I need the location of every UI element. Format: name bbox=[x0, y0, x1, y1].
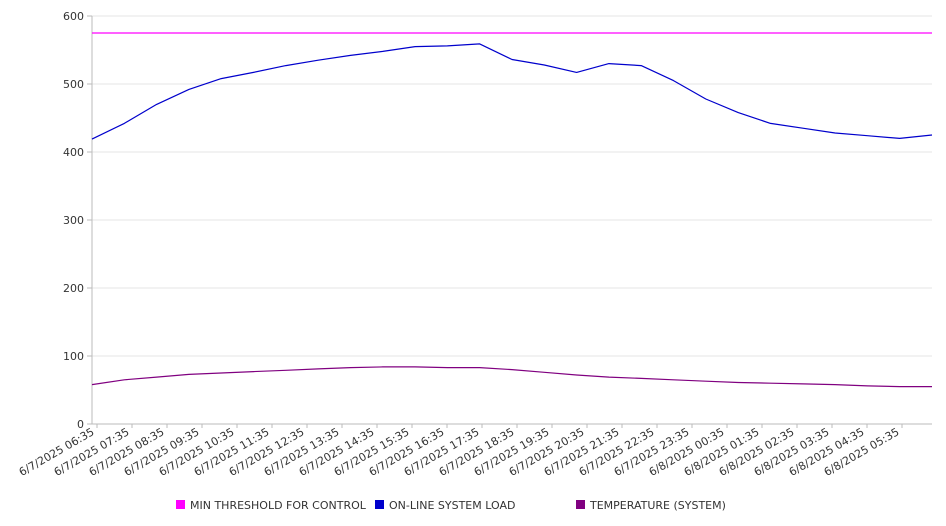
legend-swatch bbox=[576, 500, 585, 509]
legend-label: ON-LINE SYSTEM LOAD bbox=[389, 499, 515, 512]
y-tick-label: 500 bbox=[63, 78, 84, 91]
series-line-3 bbox=[91, 366, 932, 388]
series-line-2 bbox=[91, 43, 933, 140]
legend-label: MIN THRESHOLD FOR CONTROL bbox=[190, 499, 367, 512]
legend: MIN THRESHOLD FOR CONTROL ON-LINE SYSTEM … bbox=[176, 499, 726, 512]
y-tick-label: 200 bbox=[63, 282, 84, 295]
gridlines bbox=[92, 15, 932, 357]
y-tick-labels: 0 100 200 300 400 500 600 bbox=[63, 10, 92, 431]
y-tick-label: 400 bbox=[63, 146, 84, 159]
y-tick-label: 300 bbox=[63, 214, 84, 227]
legend-label: TEMPERATURE (SYSTEM) bbox=[589, 499, 726, 512]
series-lines bbox=[91, 32, 933, 388]
y-tick-label: 100 bbox=[63, 350, 84, 363]
y-tick-label: 600 bbox=[63, 10, 84, 23]
legend-swatch bbox=[176, 500, 185, 509]
legend-swatch bbox=[375, 500, 384, 509]
y-tick-label: 0 bbox=[77, 418, 84, 431]
x-tick-labels: 6/7/2025 06:356/7/2025 07:356/7/2025 08:… bbox=[17, 424, 903, 479]
